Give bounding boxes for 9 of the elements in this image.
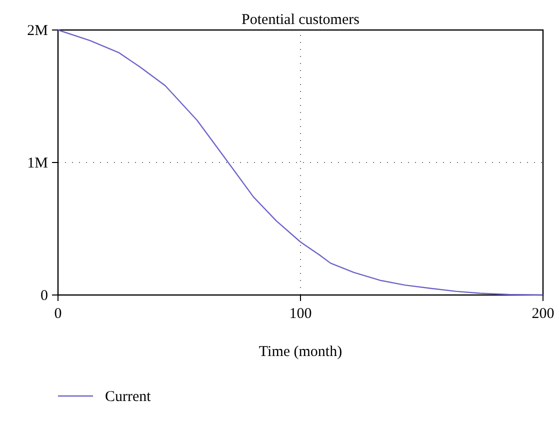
y-tick-label: 2M <box>27 23 48 39</box>
x-axis-title: Time (month) <box>258 344 342 360</box>
x-tick-label: 200 <box>532 306 554 322</box>
chart-title: Potential customers <box>242 12 360 28</box>
y-tick-label: 1M <box>27 156 48 172</box>
x-tick-label: 100 <box>289 306 312 322</box>
x-tick-label: 0 <box>54 306 62 322</box>
y-tick-label: 0 <box>40 288 48 304</box>
legend-label: Current <box>105 389 152 405</box>
